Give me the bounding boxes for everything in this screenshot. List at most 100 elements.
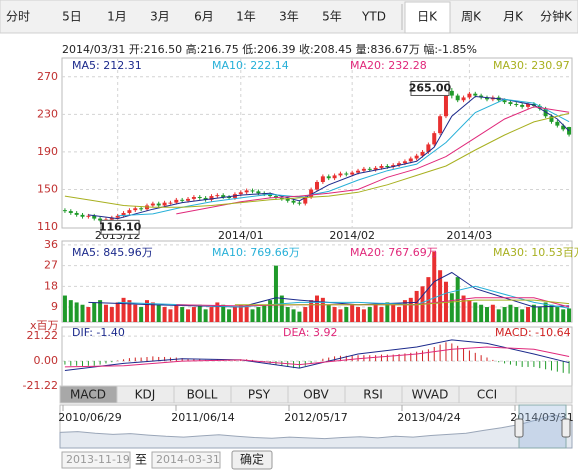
candle-body <box>180 199 185 201</box>
volume-bar <box>256 307 261 322</box>
candle-body <box>215 195 220 197</box>
period-tab[interactable]: 3月 <box>150 10 170 24</box>
volume-bar <box>291 309 296 322</box>
end-input[interactable] <box>151 451 221 469</box>
period-tab[interactable]: YTD <box>361 10 386 24</box>
volume-bar <box>227 309 232 322</box>
period-tab[interactable]: 3年 <box>279 10 299 24</box>
kline-tab[interactable]: 周K <box>461 10 482 24</box>
candle-body <box>420 151 425 156</box>
ma-line <box>64 112 570 208</box>
candle-body <box>80 214 85 217</box>
annotation: 265.00 <box>409 81 452 94</box>
volume-bar <box>279 295 284 322</box>
navigator-handle[interactable] <box>514 418 524 438</box>
period-tab[interactable]: 1月 <box>107 10 127 24</box>
candle-body <box>555 121 560 126</box>
candle-body <box>303 197 308 204</box>
candle-body <box>408 158 413 162</box>
indicator-tab[interactable] <box>458 385 517 404</box>
indicator-tab-label[interactable]: PSY <box>248 388 271 402</box>
price-panel <box>61 57 573 229</box>
volume-bar <box>303 307 308 322</box>
volume-bar <box>367 307 372 322</box>
kline-tab[interactable]: 分钟K <box>540 9 573 24</box>
period-tab[interactable]: 1年 <box>236 10 256 24</box>
volume-bar <box>361 309 366 322</box>
ma-line <box>234 299 570 306</box>
navigator-date: 2012/05/17 <box>284 411 347 424</box>
indicator-tab-label[interactable]: WVAD <box>412 388 449 402</box>
quote-info: 2014/03/31 开:216.50 高:216.75 低:206.39 收:… <box>62 42 477 56</box>
volume-bar <box>262 304 267 322</box>
candle-body <box>367 168 372 170</box>
volume-bar <box>80 304 85 322</box>
ma-line <box>176 106 570 215</box>
candle-body <box>373 167 378 170</box>
period-tab[interactable]: 6月 <box>194 10 214 24</box>
candle-body <box>74 212 79 215</box>
candle-body <box>203 197 208 200</box>
indicator-tab-label[interactable]: BOLL <box>187 388 218 402</box>
volume-bar <box>344 307 349 322</box>
candle-body <box>502 100 507 103</box>
candle-body <box>379 166 384 168</box>
volume-bar <box>162 307 167 322</box>
volume-bar <box>356 307 361 322</box>
period-tab[interactable]: 分时 <box>6 10 30 24</box>
candle-body <box>461 97 466 101</box>
volume-bar <box>502 307 507 322</box>
navigator-date: 2010/06/29 <box>58 411 121 424</box>
legend-entry: MA5: 845.96万 <box>72 246 153 259</box>
indicator-tab-label[interactable]: RSI <box>363 388 383 402</box>
kline-tab[interactable]: 月K <box>503 10 524 24</box>
confirm-button[interactable] <box>231 450 273 470</box>
period-tab[interactable]: 5日 <box>62 10 82 24</box>
volume-bar <box>520 309 525 322</box>
candle-body <box>526 104 531 107</box>
indicator-tab-label[interactable]: OBV <box>303 388 329 402</box>
candle-body <box>98 218 103 221</box>
tab-bar <box>0 0 578 34</box>
volume-bar <box>373 304 378 322</box>
volume-bar <box>526 307 531 322</box>
candle-body <box>68 211 73 213</box>
y-tick-label: 190 <box>37 145 58 158</box>
start-input[interactable] <box>61 451 131 469</box>
candle-body <box>485 97 489 100</box>
confirm-label[interactable]: 确定 <box>240 452 264 467</box>
volume-bar <box>203 309 208 322</box>
indicator-tab-label[interactable]: CCI <box>477 388 497 402</box>
volume-bar <box>62 295 67 322</box>
candle-body <box>320 176 325 182</box>
candle-body <box>397 163 402 166</box>
navigator-area <box>59 414 573 449</box>
y-tick-label: 0.00 <box>34 354 59 367</box>
volume-bar <box>74 302 79 322</box>
volume-bar <box>186 309 191 322</box>
candle-body <box>197 197 202 199</box>
candle-body <box>350 172 355 175</box>
kline-tab[interactable]: 日K <box>417 10 438 24</box>
selected-tab <box>404 1 451 34</box>
candle-body <box>121 212 126 216</box>
volume-bar <box>238 304 243 322</box>
volume-bar <box>485 307 489 322</box>
period-tab[interactable]: 5年 <box>322 10 342 24</box>
volume-bar <box>543 302 548 322</box>
volume-bar <box>127 300 132 322</box>
indicator-tab-label[interactable]: MACD <box>70 388 106 402</box>
legend-entry: MA30: 10.53百万 <box>493 246 578 259</box>
candle-body <box>479 95 484 98</box>
volume-bar <box>385 302 390 322</box>
end-date: 2014-03-31 <box>156 453 220 466</box>
candle-body <box>168 202 173 204</box>
indicator-tab-label[interactable]: KDJ <box>135 388 156 402</box>
volume-bar <box>86 307 91 322</box>
navigator-handle[interactable] <box>561 418 571 438</box>
range-separator: 至 <box>135 453 147 467</box>
navigator-date: 2013/04/24 <box>397 411 460 424</box>
navigator-selection[interactable] <box>518 404 567 449</box>
candle-body <box>297 202 302 204</box>
